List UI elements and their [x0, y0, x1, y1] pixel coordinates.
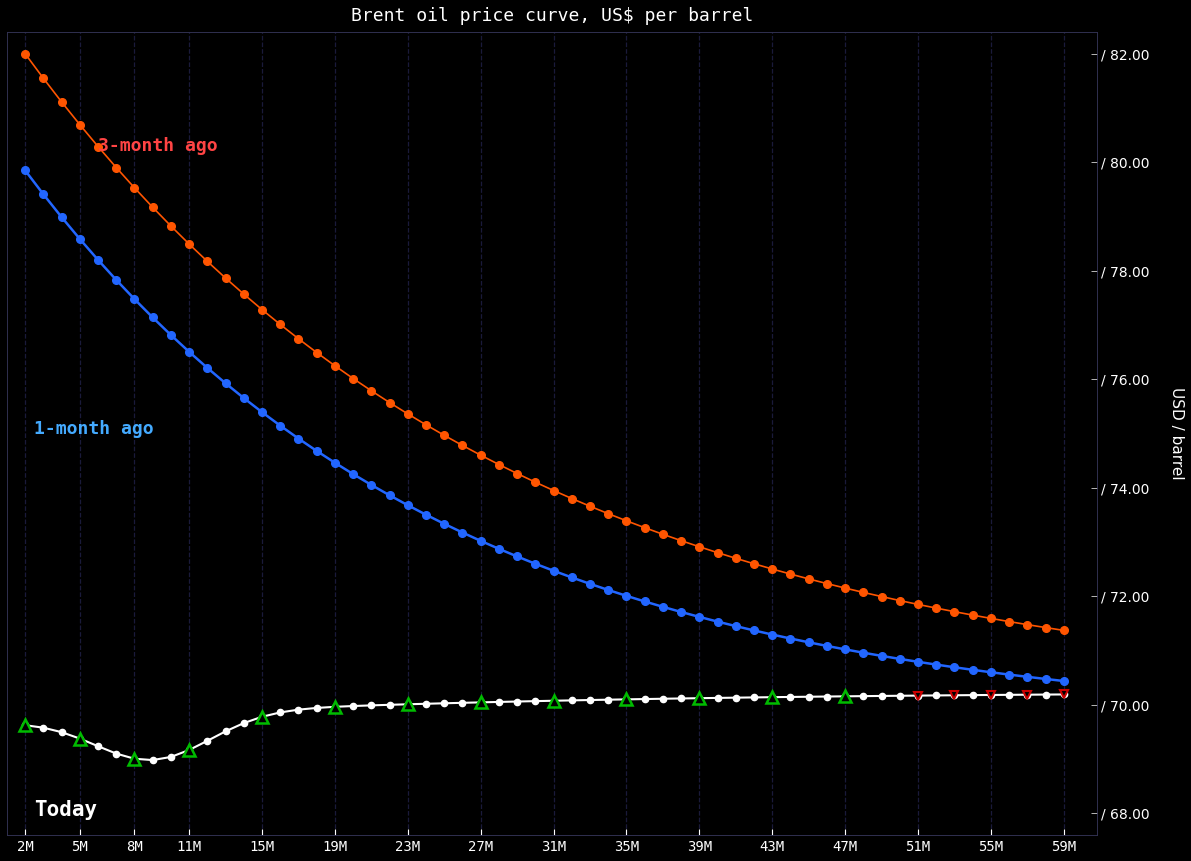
Text: 1-month ago: 1-month ago — [35, 419, 154, 437]
Text: 3-month ago: 3-month ago — [98, 138, 218, 156]
Title: Brent oil price curve, US$ per barrel: Brent oil price curve, US$ per barrel — [350, 7, 753, 25]
Y-axis label: USD / barrel: USD / barrel — [1170, 387, 1184, 480]
Text: Today: Today — [35, 800, 98, 821]
